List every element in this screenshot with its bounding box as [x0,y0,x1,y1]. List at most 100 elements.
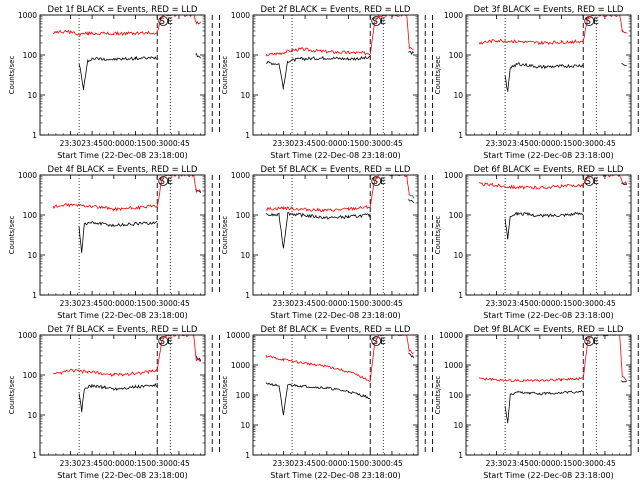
series-lld [53,15,202,37]
x-tick-label: 00:15 [338,139,360,148]
x-tick-label: 00:00 [103,139,125,148]
x-axis-label: Start Time (22-Dec-08 23:18:00) [57,151,188,160]
y-axis-label: Counts/sec [221,216,229,255]
series-events [504,183,627,240]
y-tick-label: 10 [240,91,250,100]
series-events [265,352,415,416]
y-tick-label: 10 [27,411,37,420]
x-tick-label: 23:30 [273,299,295,308]
series-line-lld [265,175,415,213]
saa-start-marker: S [159,177,165,187]
y-tick-label: 1000 [231,361,250,370]
x-tick-label: 00:30 [146,139,168,148]
marker-circle [158,176,169,186]
panel-title: Det 4f BLACK = Events, RED = LLD [48,165,198,175]
x-tick-label: 23:30 [273,459,295,468]
panel-title: Det 8f BLACK = Events, RED = LLD [261,325,411,335]
y-tick-label: 1000 [444,361,463,370]
saa-end-marker: E [380,177,386,187]
y-tick-label: 10000 [439,331,463,340]
plot-frame [39,334,206,456]
saa-end-marker: E [380,17,386,27]
plot-frame [252,14,419,136]
x-axis-label: Start Time (22-Dec-08 23:18:00) [270,151,401,160]
saa-end-marker: E [593,17,599,27]
y-axis-label: Counts/sec [434,376,442,415]
y-tick-label: 10 [453,421,463,430]
x-tick-label: 00:30 [359,459,381,468]
marker-circle [371,336,382,346]
series-line-lld [478,175,628,190]
x-tick-label: 00:00 [103,459,125,468]
x-tick-label: 00:45 [381,139,403,148]
plot-frame [465,174,632,296]
series-events [504,62,627,92]
x-axis-label: Start Time (22-Dec-08 23:18:00) [57,311,188,320]
series-events [265,198,415,249]
panel-8: Det 8f BLACK = Events, RED = LLD Counts/s… [221,325,433,480]
saa-start-marker: S [372,17,378,27]
x-tick-label: 00:45 [381,299,403,308]
x-tick-label: 00:30 [572,299,594,308]
series-lld [265,335,414,382]
x-tick-label: 00:15 [125,139,147,148]
saa-end-marker: E [593,337,599,347]
series-events [265,51,414,90]
plot-frame [252,174,419,296]
x-tick-label: 23:45 [294,299,316,308]
panel-4: Det 4f BLACK = Events, RED = LLD Counts/s… [8,165,220,320]
x-tick-label: 23:45 [294,459,316,468]
x-tick-label: 00:45 [168,139,190,148]
y-tick-label: 1000 [231,11,250,20]
x-axis-label: Start Time (22-Dec-08 23:18:00) [483,311,614,320]
y-tick-label: 10 [27,91,37,100]
y-tick-label: 100 [449,391,464,400]
x-tick-label: 00:45 [168,299,190,308]
y-tick-label: 10000 [226,331,250,340]
saa-start-marker: S [159,337,165,347]
y-tick-label: 100 [23,51,38,60]
series-line-lld [265,335,414,382]
y-axis-label: Counts/sec [434,216,442,255]
panel-title: Det 2f BLACK = Events, RED = LLD [261,5,411,15]
x-tick-label: 00:15 [125,299,147,308]
saa-start-marker: S [585,337,591,347]
y-tick-label: 1 [32,451,37,460]
y-tick-label: 1000 [18,171,37,180]
x-tick-label: 00:30 [572,459,594,468]
saa-start-marker: S [585,17,591,27]
series-line-lld [53,15,202,37]
panel-title: Det 7f BLACK = Events, RED = LLD [48,325,198,335]
x-tick-label: 00:45 [381,459,403,468]
y-tick-label: 100 [236,391,251,400]
plot-frame [465,334,632,456]
marker-circle [371,16,382,26]
x-tick-label: 00:00 [529,139,551,148]
marker-circle [371,176,382,186]
y-tick-label: 1000 [444,11,463,20]
y-axis-label: Counts/sec [8,376,16,415]
marker-circle [584,176,595,186]
panel-title: Det 3f BLACK = Events, RED = LLD [474,5,624,15]
series-line-lld [52,175,202,212]
y-tick-label: 1 [458,291,463,300]
y-axis-label: Counts/sec [434,56,442,95]
x-tick-label: 23:45 [507,299,529,308]
y-tick-label: 1000 [231,171,250,180]
x-tick-label: 00:30 [359,139,381,148]
y-tick-label: 100 [23,371,38,380]
panel-title: Det 9f BLACK = Events, RED = LLD [474,325,624,335]
x-axis-label: Start Time (22-Dec-08 23:18:00) [270,471,401,480]
series-line-lld [52,335,201,377]
x-tick-label: 00:45 [594,299,616,308]
series-line-events [504,380,627,424]
y-axis-label: Counts/sec [221,376,229,415]
series-line-events [265,51,414,90]
x-tick-label: 00:45 [594,459,616,468]
y-tick-label: 1 [458,131,463,140]
panel-3: Det 3f BLACK = Events, RED = LLD Counts/s… [434,5,639,160]
series-lld [265,15,414,57]
x-tick-label: 00:00 [529,459,551,468]
